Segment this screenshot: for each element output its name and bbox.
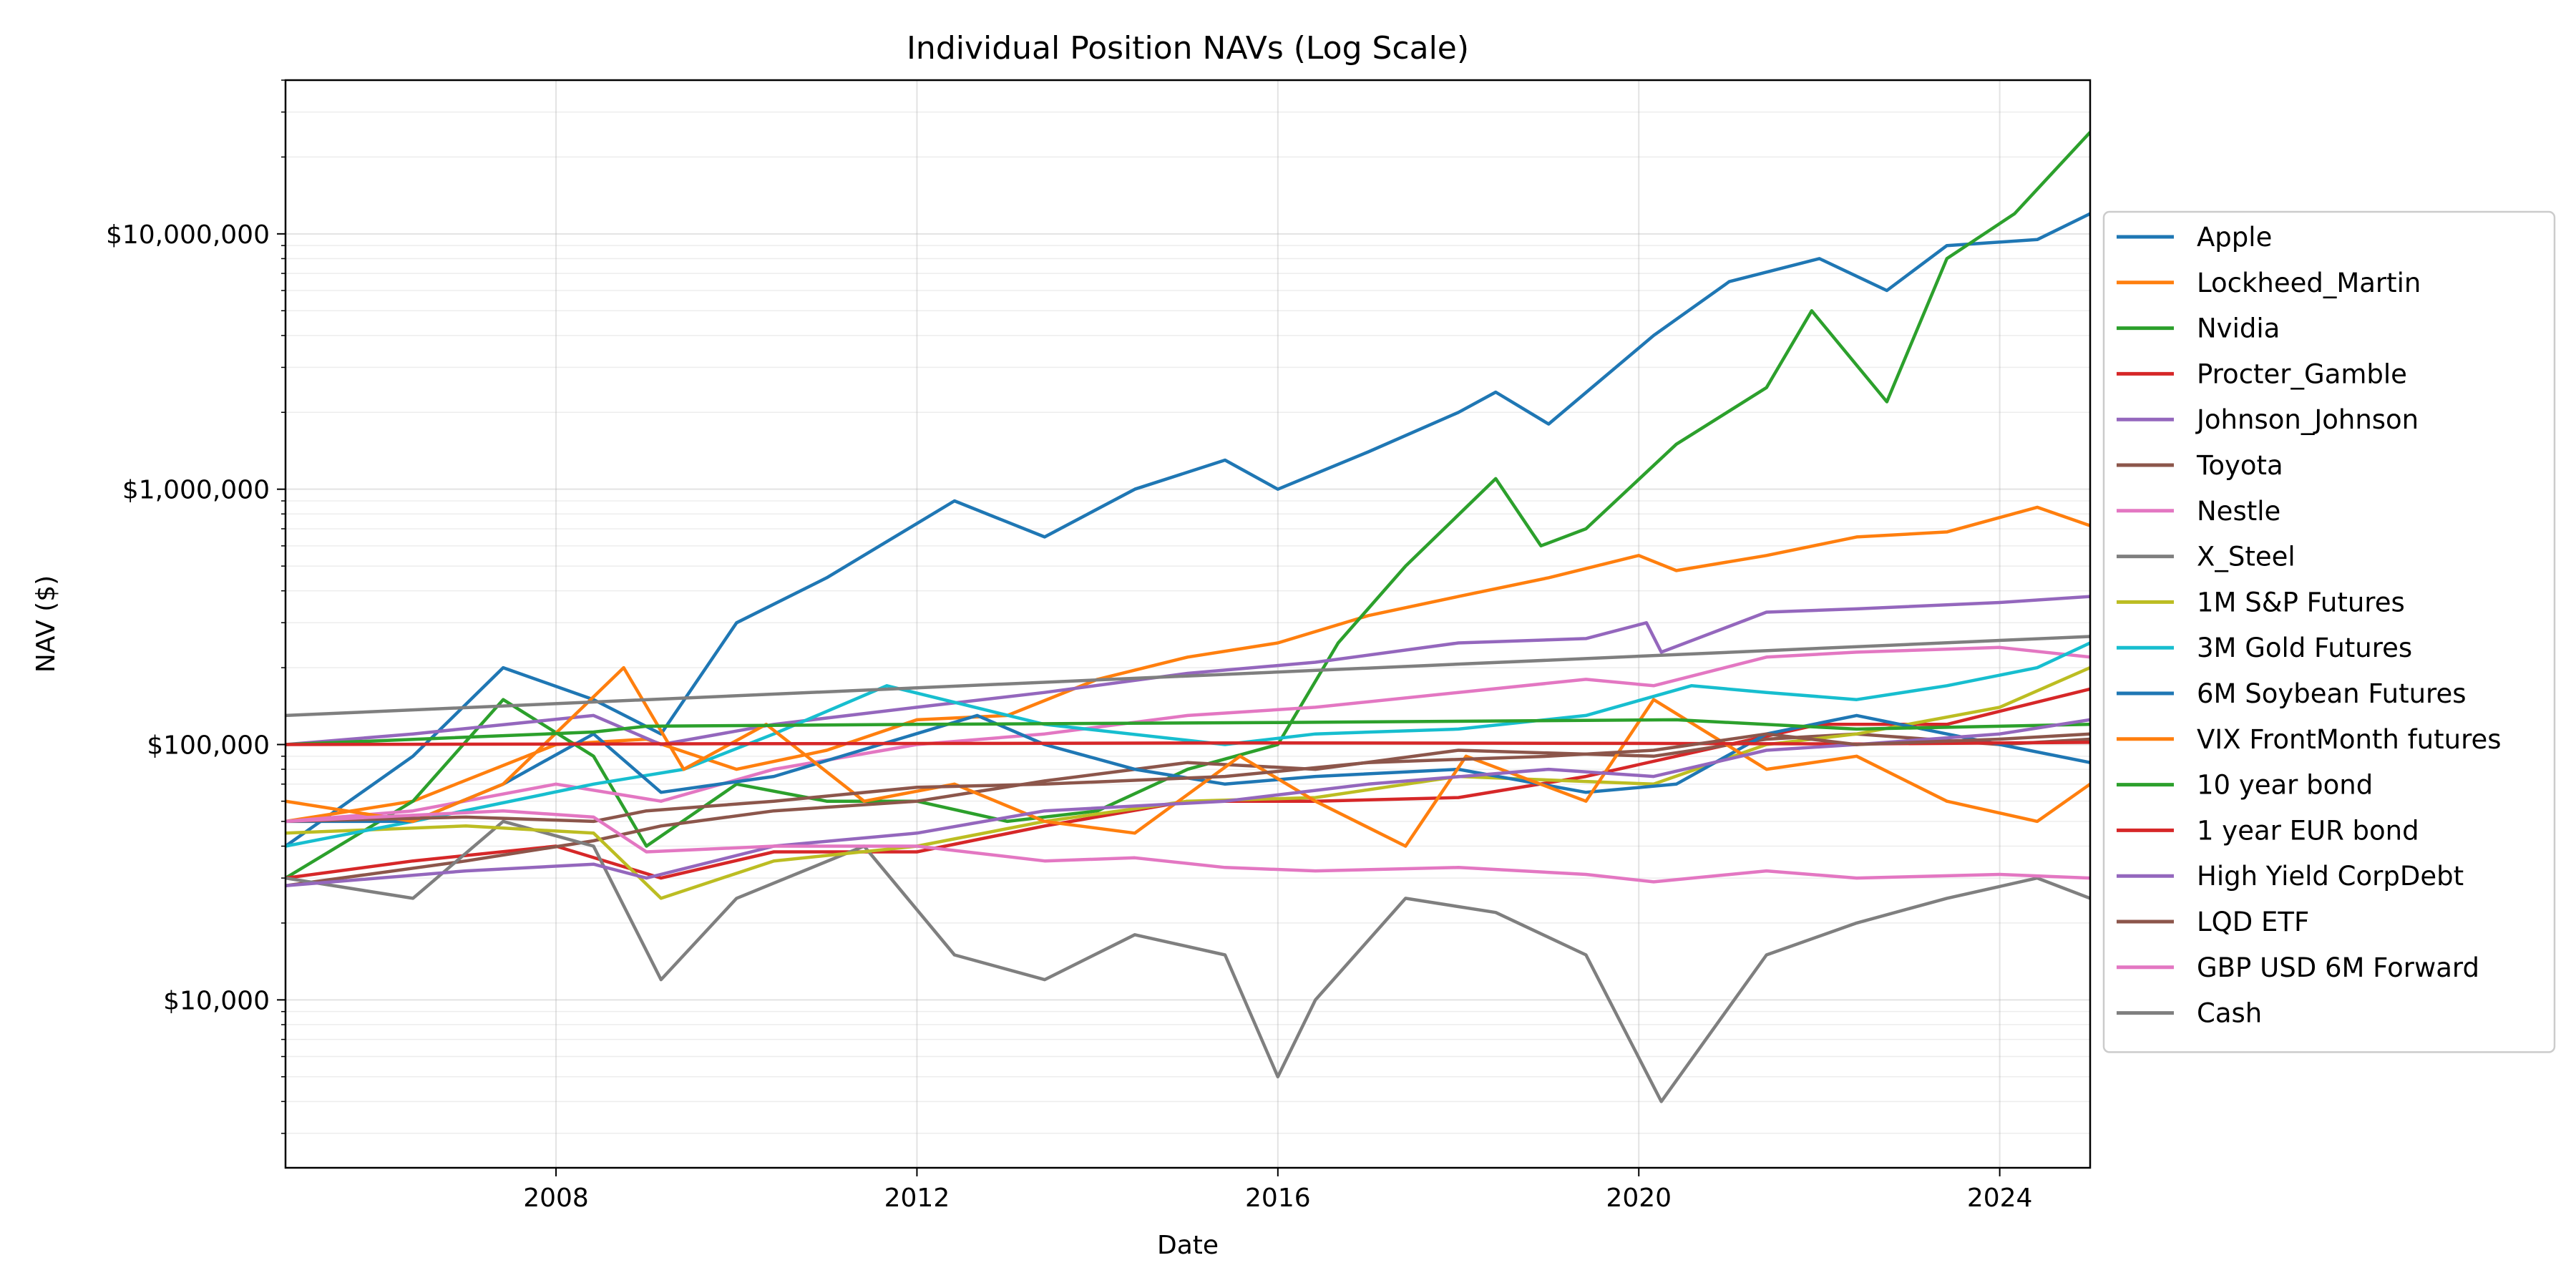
series-line-high-yield-corpdebt [286, 718, 2090, 888]
series-line-x-steel [286, 819, 2090, 1103]
plot-frame [284, 79, 2092, 1169]
series-line-lockheed-martin [286, 505, 2090, 824]
series-line-3m-gold-futures [286, 641, 2090, 848]
legend-label: LQD ETF [2197, 907, 2309, 937]
legend-label: Cash [2197, 998, 2262, 1029]
x-tick-label: 2020 [1606, 1184, 1672, 1213]
series-layer [286, 131, 2090, 1103]
series-line-6m-soybean-futures [286, 713, 2090, 824]
legend-label: Lockheed_Martin [2197, 268, 2421, 298]
legend-label: Toyota [2196, 450, 2283, 481]
legend-label: 1 year EUR bond [2197, 815, 2419, 846]
series-line-toyota [286, 732, 2090, 888]
chart-title: Individual Position NAVs (Log Scale) [907, 30, 1469, 67]
y-tick-label: $1,000,000 [122, 476, 270, 505]
series-line-vix-frontmonth-futures [286, 665, 2090, 848]
y-tick-label: $100,000 [147, 731, 270, 761]
series-line-1-year-eur-bond [286, 741, 2090, 746]
legend-label: 1M S&P Futures [2197, 587, 2405, 618]
legend-label: 3M Gold Futures [2197, 633, 2412, 663]
y-axis: $10,000 $100,000 $1,000,000 $10,000,000 [106, 79, 286, 1134]
legend-label: VIX FrontMonth futures [2197, 724, 2502, 755]
legend-label: Procter_Gamble [2197, 358, 2407, 389]
legend-label: Apple [2197, 222, 2272, 253]
legend-label: 6M Soybean Futures [2197, 678, 2467, 709]
series-line-10-year-bond [286, 718, 2090, 746]
legend-label: X_Steel [2197, 542, 2296, 572]
x-tick-label: 2008 [523, 1184, 589, 1213]
legend: Apple Lockheed_Martin Nvidia Procter_Gamble… [2102, 210, 2556, 1053]
x-axis-label: Date [1157, 1231, 1219, 1260]
y-axis-label: NAV ($) [31, 575, 61, 673]
legend-label: GBP USD 6M Forward [2197, 952, 2479, 983]
grid-lines [286, 79, 2090, 1168]
y-tick-label: $10,000,000 [106, 220, 270, 250]
x-tick-label: 2012 [884, 1184, 950, 1213]
series-line-cash [286, 635, 2090, 718]
legend-label: Nvidia [2197, 313, 2280, 344]
legend-label: Nestle [2197, 496, 2280, 527]
series-line-gbp-usd-6m-forward [286, 809, 2090, 884]
series-line-nestle [286, 645, 2090, 824]
x-tick-label: 2024 [1967, 1184, 2033, 1213]
series-line-johnson-johnson [286, 595, 2090, 746]
x-tick-label: 2016 [1245, 1184, 1311, 1213]
y-tick-label: $10,000 [163, 986, 270, 1015]
x-axis: 2008 2012 2016 2020 2024 [523, 1168, 2032, 1213]
legend-label: 10 year bond [2197, 770, 2373, 801]
series-line-lqd-etf [286, 732, 2090, 824]
legend-label: Johnson_Johnson [2195, 404, 2419, 435]
legend-box [2102, 210, 2556, 1053]
series-line-apple [286, 212, 2090, 848]
legend-label: High Yield CorpDebt [2197, 861, 2464, 892]
series-line-1m-s-p-futures [286, 666, 2090, 900]
